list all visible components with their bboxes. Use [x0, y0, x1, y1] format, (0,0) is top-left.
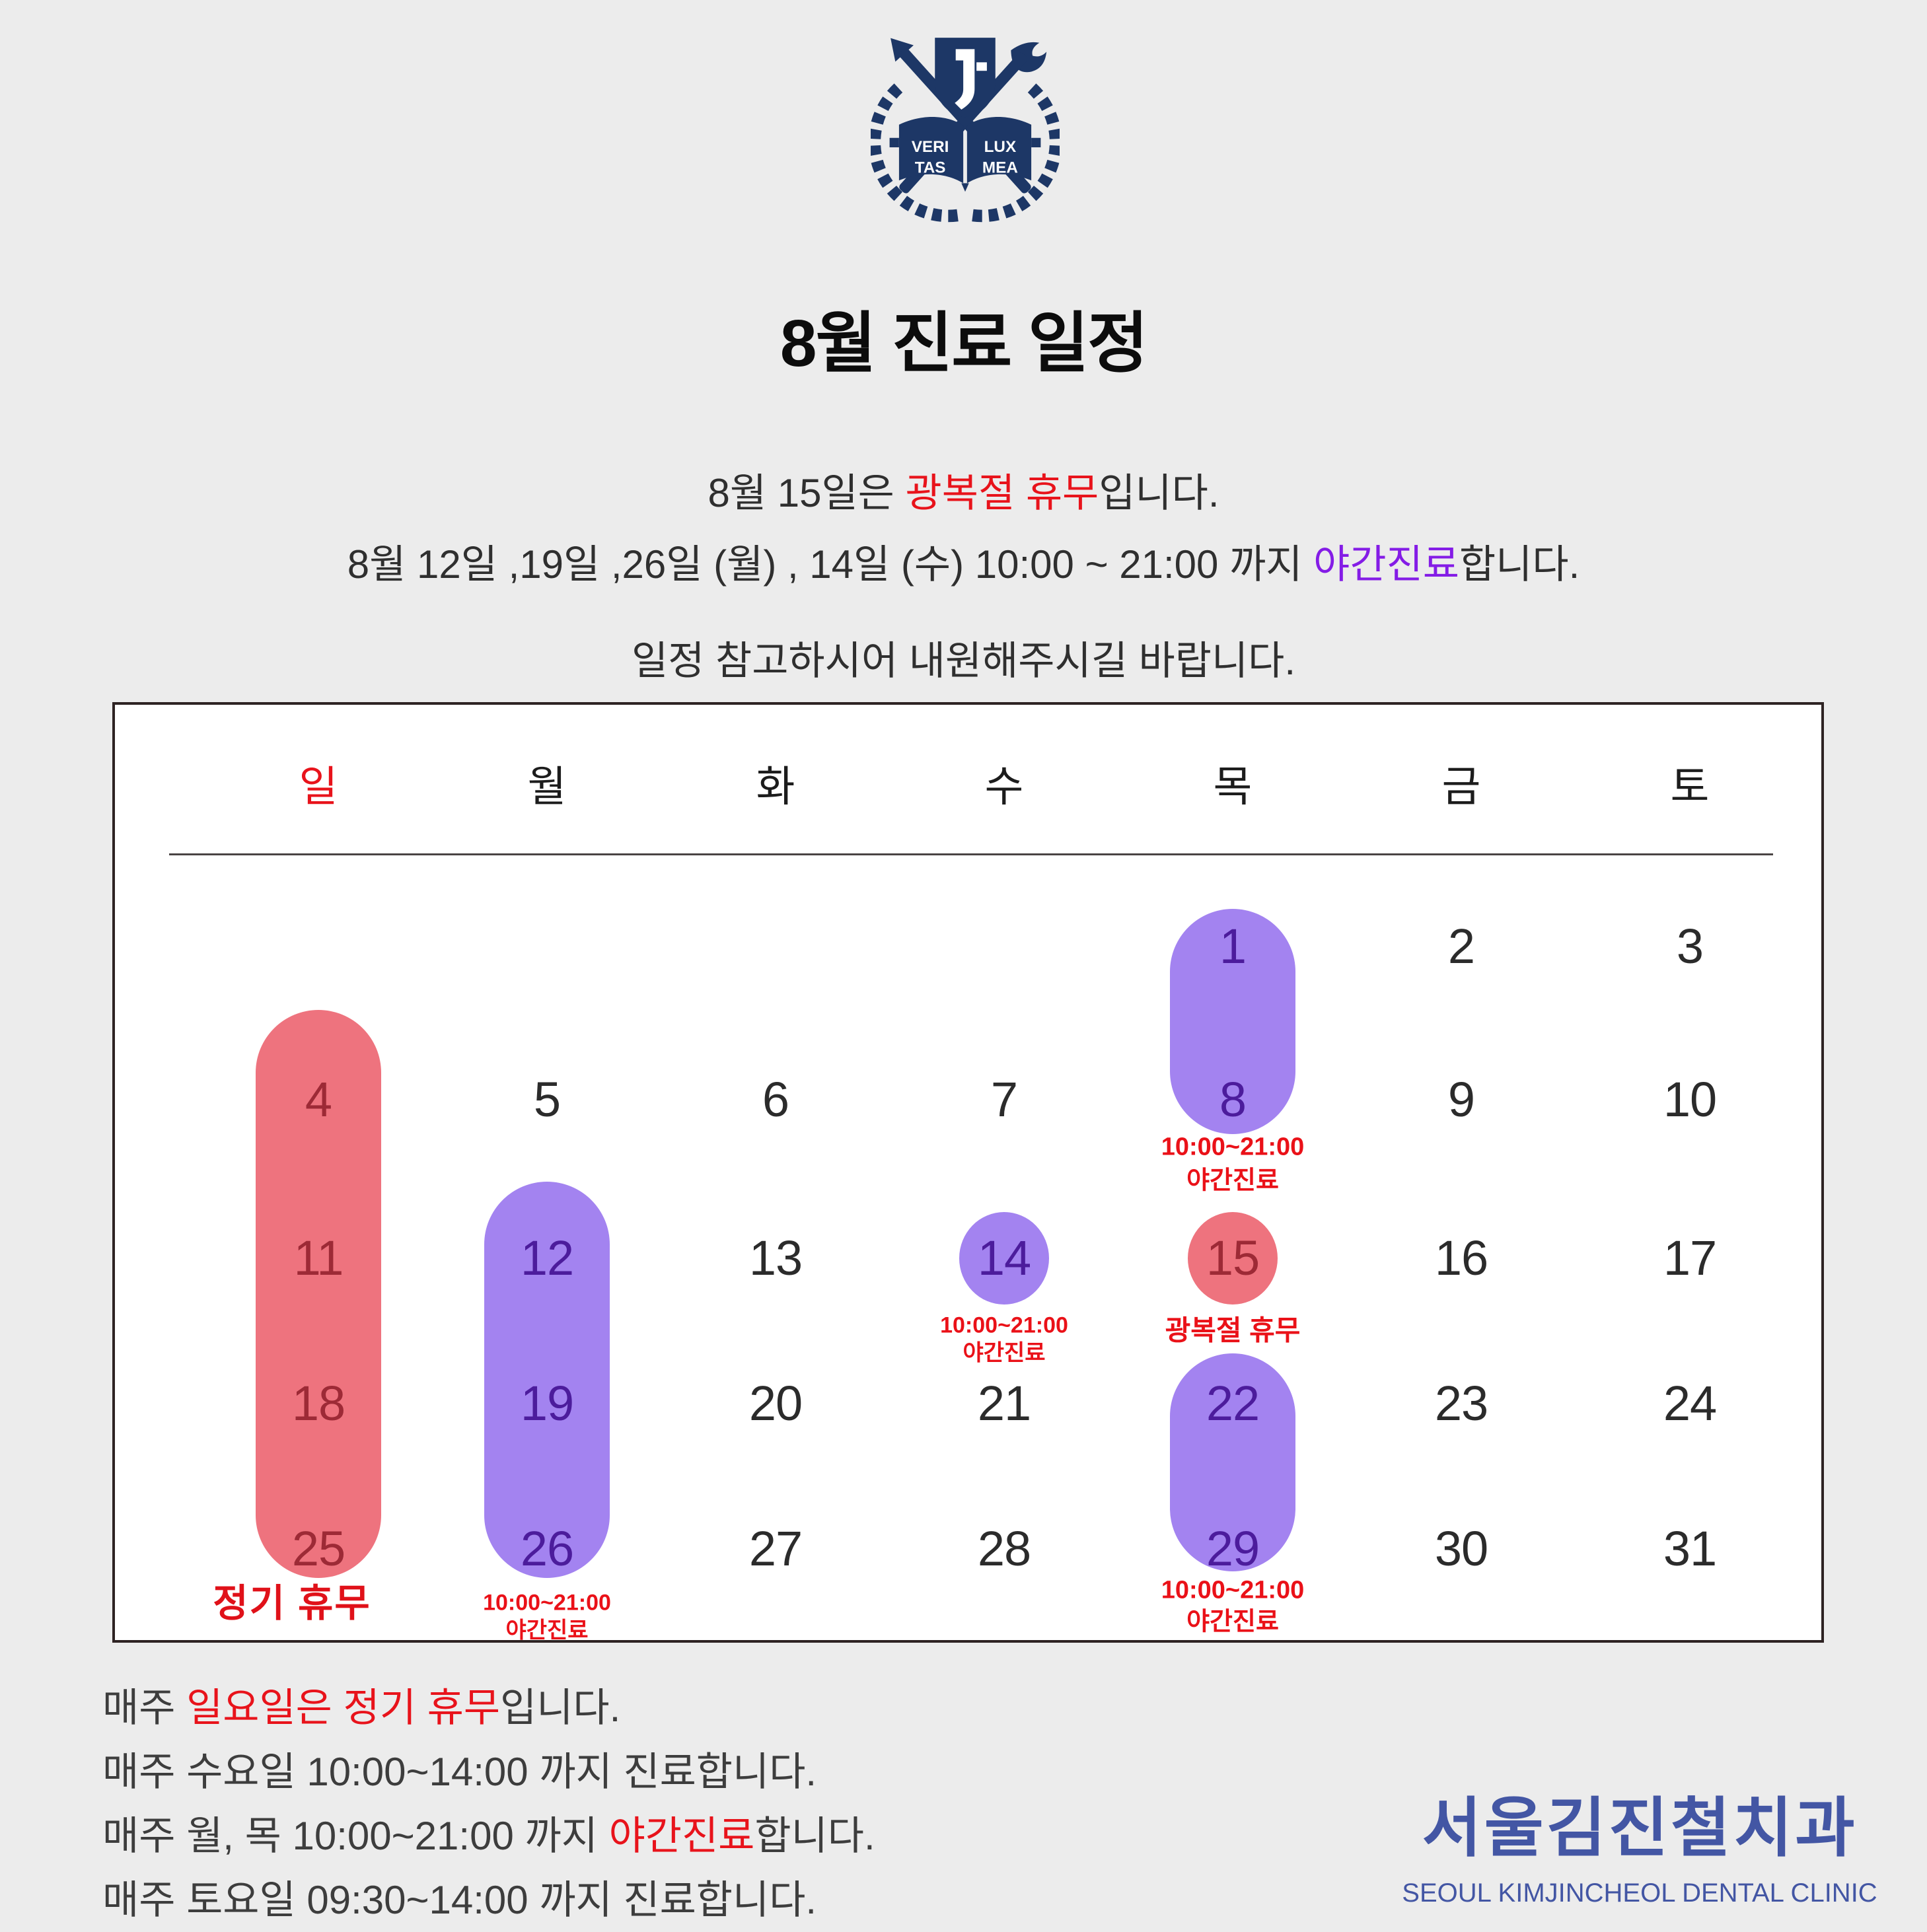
note-4-pre: 매주 토요일 09:30~14:00 까지 진료합니다. — [102, 1878, 817, 1922]
calendar-date-3: 3 — [1676, 918, 1704, 974]
date-14-night-circle — [959, 1212, 1049, 1305]
notice-line-3: 일정 참고하시어 내원해주시길 바랍니다. — [631, 639, 1296, 683]
thursday-night-pill-bottom — [1170, 1353, 1295, 1571]
calendar-date-22: 22 — [1206, 1375, 1260, 1431]
calendar-date-20: 20 — [748, 1375, 803, 1431]
day-header-sun: 일 — [299, 763, 338, 810]
note-1-highlight: 일요일은 정기 휴무 — [186, 1686, 501, 1730]
calendar-date-2: 2 — [1447, 918, 1475, 974]
calendar-date-8: 8 — [1219, 1071, 1247, 1127]
calendar-date-12: 12 — [520, 1230, 574, 1285]
notice-1-pre: 8월 15일은 — [708, 471, 906, 515]
notice-line-2: 8월 12일 ,19일 ,26일 (월) , 14일 (수) 10:00 ~ 2… — [0, 532, 1927, 590]
note-line-2: 매주 수요일 10:00~14:00 까지 진료합니다. — [102, 1740, 875, 1804]
note-3-pre: 매주 월, 목 10:00~21:00 까지 — [102, 1814, 609, 1858]
calendar-date-13: 13 — [748, 1230, 803, 1285]
day-header-fri: 금 — [1441, 763, 1481, 810]
night-care-label-thu1: 야간진료 — [1186, 1166, 1279, 1195]
calendar-date-29: 29 — [1206, 1521, 1260, 1576]
note-1-pre: 매주 — [102, 1686, 187, 1730]
sunday-closed-pill — [256, 1010, 381, 1578]
emblem-word-tas: TAS — [915, 159, 946, 177]
day-header-wed: 수 — [984, 763, 1024, 810]
calendar-date-11: 11 — [293, 1230, 344, 1285]
calendar-date-1: 1 — [1219, 918, 1247, 974]
calendar-date-27: 27 — [748, 1521, 803, 1576]
calendar-date-6: 6 — [762, 1071, 789, 1127]
calendar: 일 월 화 수 목 금 토 1 2 3 4 5 6 7 8 9 10 11 12… — [112, 702, 1824, 1643]
note-line-1: 매주 일요일은 정기 휴무입니다. — [102, 1676, 875, 1740]
calendar-date-21: 21 — [977, 1375, 1031, 1431]
date-15-holiday-circle — [1188, 1212, 1278, 1305]
notice-2-post: 합니다. — [1459, 542, 1580, 587]
shield-icon — [935, 38, 996, 118]
open-book-icon: VERI LUX TAS MEA — [889, 117, 1041, 192]
note-3-post: 합니다. — [754, 1814, 875, 1858]
calendar-date-18: 18 — [291, 1375, 345, 1431]
calendar-date-28: 28 — [977, 1521, 1031, 1576]
liberation-day-label: 광복절 휴무 — [1165, 1314, 1301, 1346]
day-header-tue: 화 — [756, 763, 795, 810]
calendar-date-14: 14 — [977, 1230, 1031, 1285]
calendar-date-9: 9 — [1447, 1071, 1475, 1127]
clinic-name-english: SEOUL KIMJINCHEOL DENTAL CLINIC — [1402, 1878, 1877, 1908]
night-time-label-mon: 10:00~21:00 — [483, 1590, 611, 1616]
calendar-date-25: 25 — [291, 1521, 345, 1576]
clinic-name-korean: 서울김진철치과 — [1422, 1791, 1858, 1864]
notice-2-pre: 8월 12일 ,19일 ,26일 (월) , 14일 (수) 10:00 ~ 2… — [347, 542, 1314, 587]
note-1-post: 입니다. — [500, 1686, 621, 1730]
weekly-notes: 매주 일요일은 정기 휴무입니다. 매주 수요일 10:00~14:00 까지 … — [102, 1676, 875, 1932]
calendar-date-7: 7 — [990, 1071, 1018, 1127]
day-header-sat: 토 — [1670, 763, 1710, 810]
calendar-date-26: 26 — [520, 1521, 574, 1576]
emblem-word-mea: MEA — [982, 159, 1018, 177]
note-3-highlight: 야간진료 — [608, 1814, 755, 1858]
notice-1-highlight: 광복절 휴무 — [905, 471, 1099, 515]
calendar-date-30: 30 — [1434, 1521, 1488, 1576]
day-header-thu: 목 — [1213, 763, 1253, 810]
day-header-mon: 월 — [527, 763, 567, 810]
thursday-night-pill-top — [1170, 909, 1295, 1134]
calendar-date-10: 10 — [1663, 1071, 1717, 1127]
university-emblem-icon: VERI LUX TAS MEA — [871, 38, 1060, 223]
calendar-date-16: 16 — [1434, 1230, 1488, 1285]
clinic-logo: 서울김진철치과 SEOUL KIMJINCHEOL DENTAL CLINIC — [1387, 1775, 1892, 1908]
monday-night-pill — [484, 1182, 610, 1578]
calendar-date-23: 23 — [1434, 1375, 1488, 1431]
notice-line-1: 8월 15일은 광복절 휴무입니다. — [0, 461, 1927, 519]
header-divider — [169, 853, 1773, 855]
night-care-label-thu2: 야간진료 — [1186, 1608, 1279, 1636]
night-time-label-wed: 10:00~21:00 — [940, 1312, 1068, 1338]
calendar-date-19: 19 — [520, 1375, 574, 1431]
calendar-date-4: 4 — [305, 1071, 332, 1127]
night-care-label-wed: 야간진료 — [963, 1340, 1046, 1366]
regular-closed-label: 정기 휴무 — [213, 1582, 371, 1625]
night-time-label-thu2: 10:00~21:00 — [1161, 1576, 1305, 1604]
note-line-3: 매주 월, 목 10:00~21:00 까지 야간진료합니다. — [102, 1804, 875, 1868]
emblem-word-lux: LUX — [984, 138, 1017, 156]
note-2-pre: 매주 수요일 10:00~14:00 까지 진료합니다. — [102, 1750, 817, 1794]
notice-1-post: 입니다. — [1099, 471, 1219, 515]
laurel-wreath-icon — [871, 80, 1060, 223]
calendar-date-15: 15 — [1206, 1230, 1260, 1285]
calendar-date-17: 17 — [1663, 1230, 1717, 1285]
note-line-4: 매주 토요일 09:30~14:00 까지 진료합니다. — [102, 1868, 875, 1932]
night-care-label-mon: 야간진료 — [505, 1618, 589, 1643]
calendar-date-31: 31 — [1663, 1521, 1717, 1576]
page-title: 8월 진료 일정 — [780, 306, 1148, 380]
night-time-label-thu1: 10:00~21:00 — [1161, 1133, 1305, 1161]
notice-2-highlight: 야간진료 — [1313, 542, 1459, 587]
calendar-date-24: 24 — [1663, 1375, 1717, 1431]
emblem-word-veri: VERI — [912, 138, 949, 156]
calendar-date-5: 5 — [533, 1071, 561, 1127]
